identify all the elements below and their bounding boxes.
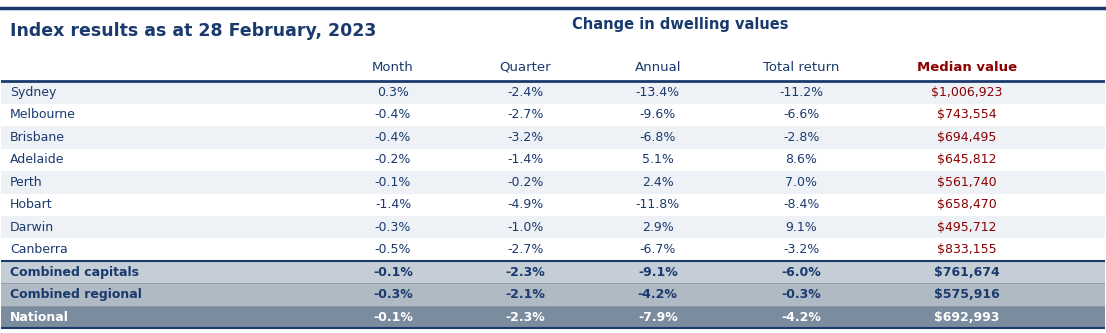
Text: -2.7%: -2.7% [508, 243, 544, 256]
Text: -3.2%: -3.2% [508, 131, 543, 144]
Text: Median value: Median value [917, 61, 1016, 74]
Bar [1, 126, 1105, 149]
Text: -1.0%: -1.0% [508, 221, 544, 234]
Text: -2.4%: -2.4% [508, 86, 543, 99]
Text: $743,554: $743,554 [937, 109, 997, 122]
Text: -8.4%: -8.4% [783, 198, 820, 211]
Text: Total return: Total return [763, 61, 839, 74]
Text: 5.1%: 5.1% [641, 153, 674, 166]
Bar [1, 261, 1105, 283]
Text: Adelaide: Adelaide [10, 153, 65, 166]
Bar [1, 104, 1105, 126]
Bar [1, 283, 1105, 306]
Text: Hobart: Hobart [10, 198, 53, 211]
Text: -4.2%: -4.2% [781, 311, 821, 324]
Text: -4.2%: -4.2% [638, 288, 678, 301]
Text: -2.8%: -2.8% [783, 131, 820, 144]
Text: -0.4%: -0.4% [375, 109, 411, 122]
Text: -0.3%: -0.3% [373, 288, 413, 301]
Text: Quarter: Quarter [500, 61, 551, 74]
Text: $575,916: $575,916 [933, 288, 1000, 301]
Text: Sydney: Sydney [10, 86, 56, 99]
Text: Darwin: Darwin [10, 221, 54, 234]
Text: -0.2%: -0.2% [375, 153, 411, 166]
Text: -2.7%: -2.7% [508, 109, 544, 122]
Text: -0.3%: -0.3% [375, 221, 411, 234]
Text: $833,155: $833,155 [937, 243, 997, 256]
Bar [1, 306, 1105, 328]
Text: Combined regional: Combined regional [10, 288, 142, 301]
Text: -7.9%: -7.9% [638, 311, 678, 324]
Text: 2.9%: 2.9% [641, 221, 674, 234]
Text: -6.7%: -6.7% [639, 243, 676, 256]
Text: Perth: Perth [10, 176, 43, 189]
Text: -2.1%: -2.1% [505, 288, 545, 301]
Text: $694,495: $694,495 [937, 131, 997, 144]
Text: National: National [10, 311, 69, 324]
Text: -13.4%: -13.4% [636, 86, 680, 99]
Text: Canberra: Canberra [10, 243, 67, 256]
Text: -6.8%: -6.8% [639, 131, 676, 144]
Text: -0.3%: -0.3% [781, 288, 821, 301]
Text: -0.2%: -0.2% [508, 176, 544, 189]
Text: Melbourne: Melbourne [10, 109, 76, 122]
Text: 2.4%: 2.4% [641, 176, 674, 189]
Text: Month: Month [372, 61, 414, 74]
Text: -0.1%: -0.1% [375, 176, 411, 189]
Text: $495,712: $495,712 [937, 221, 997, 234]
Bar [1, 81, 1105, 104]
Text: -1.4%: -1.4% [508, 153, 543, 166]
Text: -6.0%: -6.0% [781, 266, 821, 279]
Text: -9.6%: -9.6% [639, 109, 676, 122]
Text: -4.9%: -4.9% [508, 198, 543, 211]
Text: Combined capitals: Combined capitals [10, 266, 139, 279]
Text: $645,812: $645,812 [937, 153, 997, 166]
Bar [1, 193, 1105, 216]
Text: -0.4%: -0.4% [375, 131, 411, 144]
Text: $761,674: $761,674 [933, 266, 1000, 279]
Bar [1, 149, 1105, 171]
Text: Change in dwelling values: Change in dwelling values [572, 17, 789, 32]
Text: -11.8%: -11.8% [636, 198, 680, 211]
Text: Index results as at 28 February, 2023: Index results as at 28 February, 2023 [10, 22, 376, 40]
Text: -0.1%: -0.1% [373, 266, 413, 279]
Text: -0.5%: -0.5% [375, 243, 411, 256]
Text: -0.1%: -0.1% [373, 311, 413, 324]
Text: 9.1%: 9.1% [785, 221, 817, 234]
Text: -2.3%: -2.3% [505, 311, 545, 324]
Text: -11.2%: -11.2% [779, 86, 823, 99]
Text: $561,740: $561,740 [937, 176, 997, 189]
Text: Annual: Annual [635, 61, 681, 74]
Text: -2.3%: -2.3% [505, 266, 545, 279]
Text: $692,993: $692,993 [935, 311, 1000, 324]
Text: Brisbane: Brisbane [10, 131, 65, 144]
Text: -1.4%: -1.4% [375, 198, 411, 211]
Text: -6.6%: -6.6% [783, 109, 820, 122]
Text: -3.2%: -3.2% [783, 243, 820, 256]
Text: 8.6%: 8.6% [785, 153, 817, 166]
Text: 0.3%: 0.3% [377, 86, 409, 99]
Bar [1, 171, 1105, 193]
Text: -9.1%: -9.1% [638, 266, 678, 279]
Bar [1, 216, 1105, 238]
Text: 7.0%: 7.0% [785, 176, 817, 189]
Text: $1,006,923: $1,006,923 [931, 86, 1002, 99]
Bar [1, 238, 1105, 261]
Text: $658,470: $658,470 [937, 198, 997, 211]
